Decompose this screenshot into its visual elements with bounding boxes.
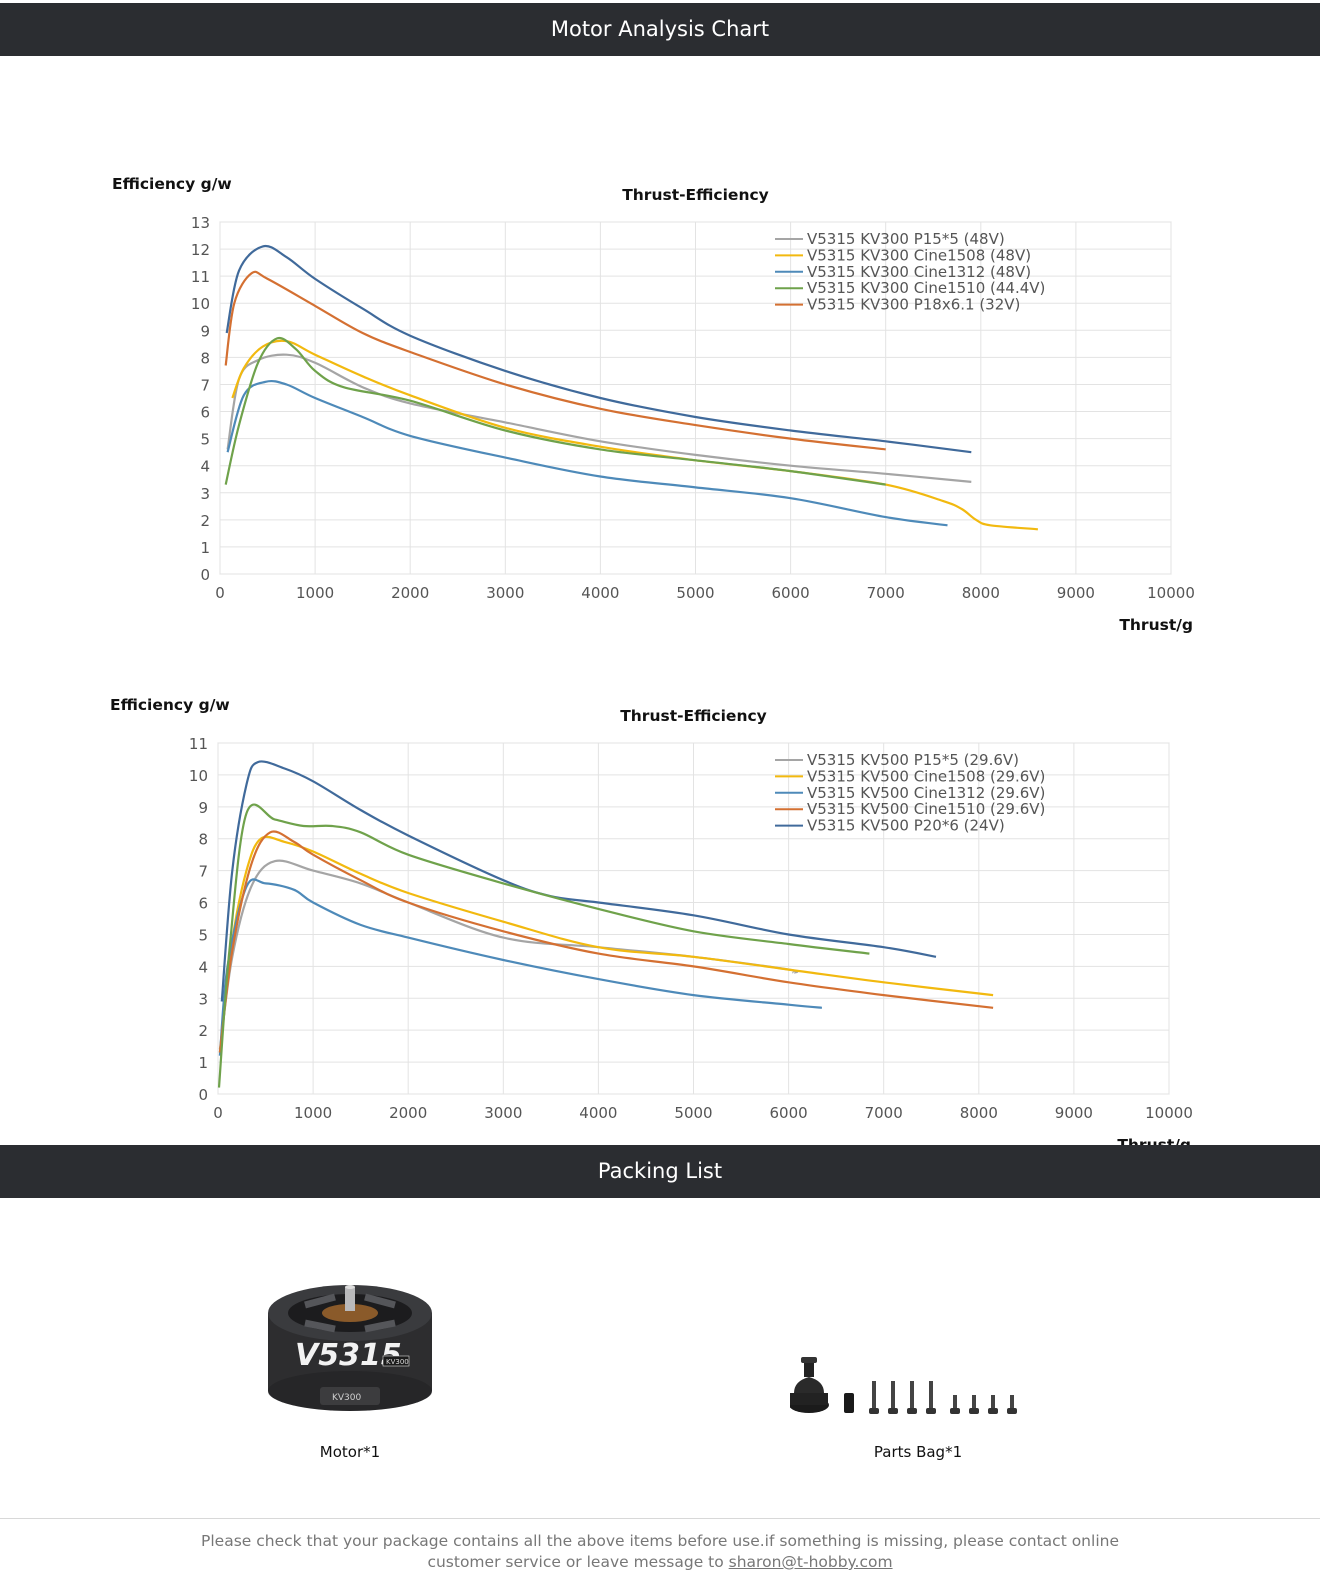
- motor-image: V5315 KV300 KV300: [268, 1285, 432, 1411]
- footer-line-2-text: customer service or leave message to: [427, 1553, 729, 1571]
- series-line-5: [225, 244, 972, 454]
- y-tick-label: 1: [198, 1054, 208, 1072]
- contact-email-link[interactable]: sharon@t-hobby.com: [728, 1553, 893, 1571]
- y-tick-label: 12: [191, 241, 210, 259]
- y-tick-label: 6: [198, 895, 208, 913]
- y-tick-label: 4: [198, 958, 208, 976]
- legend-label-1: V5315 KV300 Cine1508 (48V): [807, 246, 1031, 264]
- x-tick-label: 6000: [770, 1104, 808, 1122]
- x-tick-label: 8000: [960, 1104, 998, 1122]
- short-screws-icon: [950, 1395, 1017, 1414]
- y-tick-label: 0: [198, 1086, 208, 1104]
- x-tick-label: 5000: [674, 1104, 712, 1122]
- motor-label-text: V5315: [295, 1338, 402, 1373]
- chart-title: Thrust-Efficiency: [620, 707, 767, 725]
- x-tick-label: 4000: [581, 584, 619, 602]
- legend-label-4: V5315 KV300 P18x6.1 (32V): [807, 296, 1020, 314]
- y-tick-label: 7: [198, 863, 208, 881]
- x-tick-label: 2000: [391, 584, 429, 602]
- chart-title: Thrust-Efficiency: [622, 186, 769, 204]
- y-tick-label: 13: [191, 214, 210, 232]
- y-axis-label: Efficiency g/w: [112, 175, 232, 193]
- series-line-5: [217, 803, 870, 1088]
- y-tick-label: 1: [200, 539, 210, 557]
- packing-list: V5315 KV300 KV300 Motor*1 Parts Bag*1: [0, 1198, 1320, 1518]
- y-tick-label: 11: [191, 268, 210, 286]
- y-tick-label: 3: [200, 485, 210, 503]
- series-line-4: [220, 760, 937, 1002]
- motor-sub-text: KV300: [386, 1358, 409, 1366]
- y-tick-label: 6: [200, 404, 210, 422]
- legend-label-0: V5315 KV500 P15*5 (29.6V): [807, 751, 1019, 769]
- x-tick-label: 1000: [296, 584, 334, 602]
- footer-line-2: customer service or leave message to sha…: [0, 1552, 1320, 1573]
- series-line-2: [226, 379, 948, 527]
- y-tick-label: 5: [198, 926, 208, 944]
- y-tick-label: 8: [198, 831, 208, 849]
- chart-section-header: Motor Analysis Chart: [0, 3, 1320, 56]
- x-tick-label: 7000: [865, 1104, 903, 1122]
- legend-label-0: V5315 KV300 P15*5 (48V): [807, 230, 1005, 248]
- y-tick-label: 9: [200, 322, 210, 340]
- y-tick-label: 0: [200, 566, 210, 584]
- series-line-1: [218, 835, 994, 1053]
- x-tick-label: 3000: [486, 584, 524, 602]
- footer-notice: Please check that your package contains …: [0, 1518, 1320, 1585]
- series-line-3: [218, 830, 994, 1053]
- y-tick-label: 7: [200, 376, 210, 394]
- y-tick-label: 9: [198, 799, 208, 817]
- motor-caption: Motor*1: [319, 1443, 381, 1461]
- y-tick-label: 2: [200, 512, 210, 530]
- legend-label-3: V5315 KV300 Cine1510 (44.4V): [807, 279, 1045, 297]
- x-tick-label: 3000: [484, 1104, 522, 1122]
- series-line-4: [224, 270, 886, 451]
- y-tick-label: 5: [200, 431, 210, 449]
- y-axis-label: Efficiency g/w: [110, 696, 230, 714]
- y-tick-label: 3: [198, 990, 208, 1008]
- legend-label-2: V5315 KV300 Cine1312 (48V): [807, 263, 1031, 281]
- parts-bag-image: [790, 1357, 1017, 1414]
- footer-line-1: Please check that your package contains …: [201, 1532, 1119, 1550]
- x-tick-label: 6000: [772, 584, 810, 602]
- series-line-3: [224, 336, 886, 486]
- x-tick-label: 0: [215, 584, 225, 602]
- charts-area: 0 1 2 3 4 5 6 7 8 9 10 11 12 13 0 1000 2000 3000 4000 5000 6…: [0, 56, 1320, 1154]
- x-tick-label: 4000: [579, 1104, 617, 1122]
- x-tick-label: 9000: [1057, 584, 1095, 602]
- y-tick-label: 8: [200, 349, 210, 367]
- y-tick-label: 11: [189, 735, 208, 753]
- legend-label-1: V5315 KV500 Cine1508 (29.6V): [807, 767, 1045, 785]
- chart-section-title: Motor Analysis Chart: [550, 17, 770, 41]
- x-tick-label: 10000: [1147, 584, 1195, 602]
- legend-label-4: V5315 KV500 P20*6 (24V): [807, 817, 1005, 835]
- parts-bag-caption: Parts Bag*1: [873, 1443, 963, 1461]
- motor-base-text: KV300: [332, 1393, 362, 1403]
- x-tick-label: 10000: [1145, 1104, 1193, 1122]
- y-tick-label: 2: [198, 1022, 208, 1040]
- x-tick-label: 9000: [1055, 1104, 1093, 1122]
- x-tick-label: 1000: [294, 1104, 332, 1122]
- legend-label-2: V5315 KV500 Cine1312 (29.6V): [807, 784, 1045, 802]
- y-tick-label: 10: [189, 767, 208, 785]
- x-axis-label: Thrust/g: [1119, 616, 1193, 634]
- x-tick-label: 5000: [676, 584, 714, 602]
- y-tick-label: 10: [191, 295, 210, 313]
- y-tick-label: 4: [200, 458, 210, 476]
- x-tick-label: 7000: [867, 584, 905, 602]
- x-tick-label: 8000: [962, 584, 1000, 602]
- thrust-efficiency-chart-kv500: 0 1 2 3 4 5 6 7 8 9 10 11 0 1000 2000 3000 4000 5000 6000 7…: [110, 696, 1193, 1154]
- x-tick-label: 0: [213, 1104, 223, 1122]
- packing-section-title: Packing List: [597, 1159, 723, 1183]
- packing-section-header: Packing List: [0, 1145, 1320, 1198]
- prop-nut-icon: [790, 1357, 829, 1413]
- spacer-icon: [844, 1393, 854, 1413]
- long-screws-icon: [869, 1381, 936, 1414]
- legend-label-3: V5315 KV500 Cine1510 (29.6V): [807, 800, 1045, 818]
- x-tick-label: 2000: [389, 1104, 427, 1122]
